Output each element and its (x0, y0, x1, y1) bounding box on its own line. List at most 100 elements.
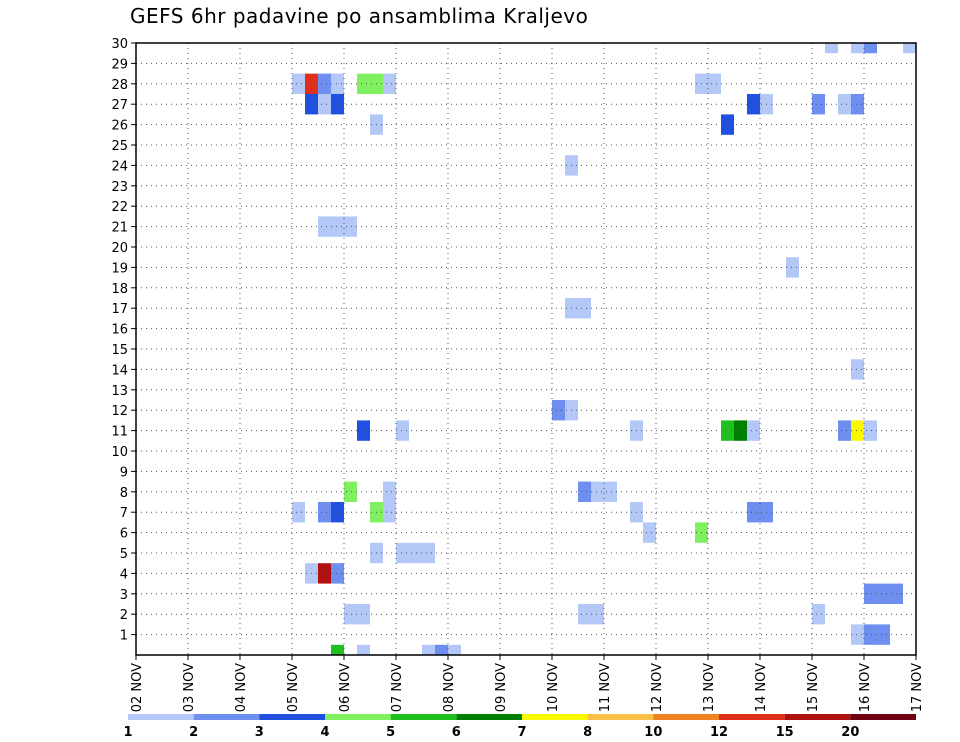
precip-cell (331, 644, 344, 655)
precip-cell (591, 604, 604, 625)
y-tick-label: 25 (111, 139, 128, 154)
colorbar-label: 7 (517, 725, 526, 740)
y-tick-label: 13 (111, 384, 128, 399)
precip-cell (721, 420, 734, 441)
precip-cell (578, 604, 591, 625)
y-tick-label: 30 (111, 37, 128, 52)
x-tick-label: 10 NOV (546, 663, 561, 712)
colorbar-swatch (653, 714, 719, 720)
precip-cell (851, 359, 864, 380)
precip-cell (383, 73, 396, 94)
colorbar-swatch (719, 714, 785, 720)
x-tick-label: 13 NOV (702, 663, 717, 712)
ensemble-cells (292, 43, 916, 655)
y-tick-label: 29 (111, 57, 128, 72)
precip-cell (643, 522, 656, 543)
precip-cell (331, 563, 344, 584)
precip-cell (331, 502, 344, 523)
precip-cell (344, 216, 357, 237)
y-tick-label: 22 (111, 200, 128, 215)
precip-cell (578, 481, 591, 502)
precip-cell (435, 644, 448, 655)
precip-cell (396, 420, 409, 441)
x-tick-label: 12 NOV (650, 663, 665, 712)
precip-cell (357, 420, 370, 441)
precip-cell (851, 624, 864, 645)
precip-cell (318, 563, 331, 584)
colorbar: 1 2 3 4 5 6 7 8 10 12 15 20 (123, 714, 916, 740)
precip-cell (786, 257, 799, 278)
colorbar-swatch (259, 714, 325, 720)
x-tick-label: 15 NOV (806, 663, 821, 712)
precip-cell (838, 94, 851, 115)
precip-cell (292, 502, 305, 523)
precip-cell (448, 644, 461, 655)
precip-cell (864, 624, 877, 645)
precip-cell (838, 420, 851, 441)
x-tick-label: 17 NOV (910, 663, 925, 712)
precip-cell (604, 481, 617, 502)
y-tick-label: 17 (111, 302, 128, 317)
precip-cell (318, 73, 331, 94)
precip-cell (552, 400, 565, 421)
x-axis: 02 NOV 03 NOV 04 NOV 05 NOV 06 NOV 07 NOV 08 N… (130, 655, 925, 712)
y-tick-label: 7 (120, 506, 128, 521)
y-tick-label: 20 (111, 241, 128, 256)
y-tick-label: 1 (120, 629, 128, 644)
y-tick-label: 10 (111, 445, 128, 460)
colorbar-label: 3 (255, 725, 264, 740)
x-tick-label: 08 NOV (442, 663, 457, 712)
precip-cell (851, 420, 864, 441)
y-tick-label: 23 (111, 180, 128, 195)
colorbar-label: 5 (386, 725, 395, 740)
precip-cell (357, 604, 370, 625)
x-tick-label: 16 NOV (858, 663, 873, 712)
chart-title: GEFS 6hr padavine po ansamblima Kraljevo (130, 4, 589, 28)
x-tick-label: 05 NOV (286, 663, 301, 712)
y-tick-label: 28 (111, 78, 128, 93)
y-tick-label: 8 (120, 486, 128, 501)
precip-cell (344, 481, 357, 502)
x-tick-label: 02 NOV (130, 663, 145, 712)
colorbar-label: 6 (452, 725, 461, 740)
colorbar-label: 20 (841, 725, 859, 740)
precip-cell (331, 94, 344, 115)
x-tick-label: 03 NOV (182, 663, 197, 712)
precip-cell (851, 94, 864, 115)
x-tick-label: 14 NOV (754, 663, 769, 712)
colorbar-swatch (522, 714, 588, 720)
precip-cell (383, 481, 396, 502)
colorbar-label: 15 (776, 725, 794, 740)
colorbar-swatch (325, 714, 391, 720)
precip-cell (877, 624, 890, 645)
precip-cell (318, 216, 331, 237)
precip-cell (864, 420, 877, 441)
precip-cell (331, 216, 344, 237)
y-tick-label: 6 (120, 527, 128, 542)
x-tick-label: 11 NOV (598, 663, 613, 712)
precip-cell (747, 94, 760, 115)
colorbar-label: 4 (320, 725, 329, 740)
precip-cell (812, 94, 825, 115)
y-axis: 1234567891011121314151617181920212223242… (111, 37, 136, 644)
precip-cell (903, 43, 916, 54)
y-tick-label: 11 (111, 425, 128, 440)
precip-cell (747, 420, 760, 441)
y-tick-label: 12 (111, 404, 128, 419)
precip-cell (864, 583, 877, 604)
colorbar-label: 12 (710, 725, 728, 740)
y-tick-label: 26 (111, 119, 128, 134)
colorbar-swatch (456, 714, 522, 720)
precip-cell (721, 114, 734, 135)
precip-cell (578, 298, 591, 319)
y-tick-label: 14 (111, 363, 128, 378)
colorbar-label: 8 (583, 725, 592, 740)
colorbar-swatch (128, 714, 194, 720)
colorbar-swatch (193, 714, 260, 720)
y-tick-label: 3 (120, 588, 128, 603)
x-tick-label: 04 NOV (234, 663, 249, 712)
precip-cell (318, 94, 331, 115)
precip-cell (409, 542, 422, 564)
precip-cell (591, 481, 604, 502)
